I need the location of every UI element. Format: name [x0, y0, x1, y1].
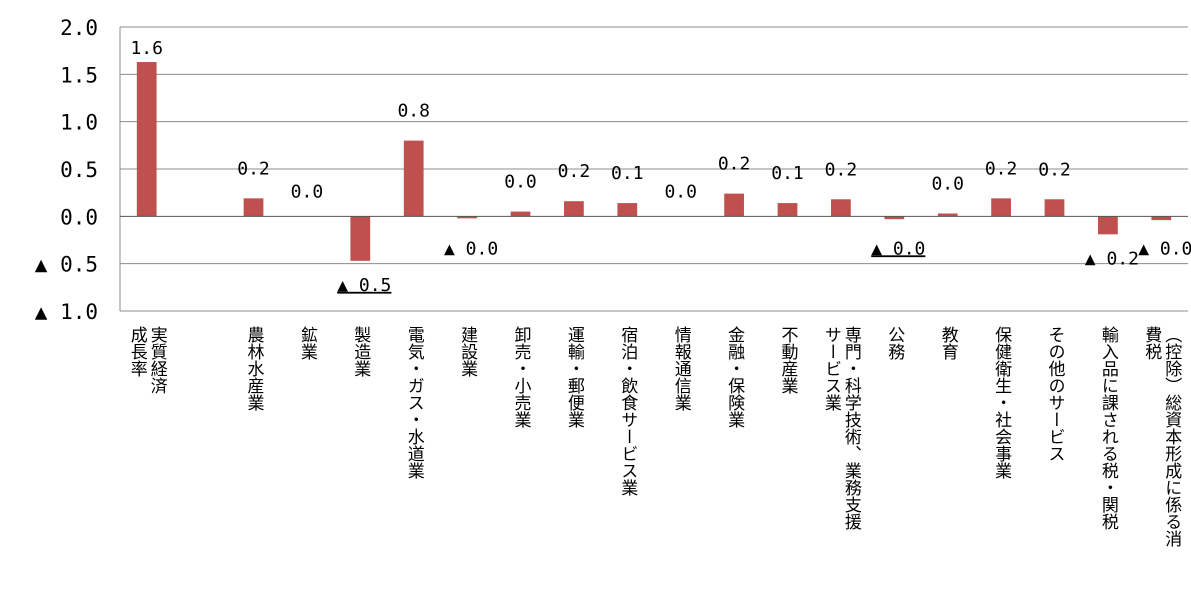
data-label: 0.2	[825, 159, 858, 180]
data-label: 0.2	[558, 161, 591, 182]
category-label: 情報通信業	[671, 326, 692, 411]
bar	[884, 216, 905, 220]
category-label-line: サービス業	[821, 326, 842, 411]
data-label: 0.0	[931, 173, 964, 194]
data-label: 0.0	[291, 181, 324, 202]
category-label-line: 費税	[1141, 326, 1162, 360]
data-label: ▲ 0.0	[871, 238, 925, 259]
category-label: 運輸・郵便業	[564, 326, 585, 428]
data-label: 0.1	[771, 163, 804, 184]
category-label: 教育	[938, 326, 959, 361]
category-label: 卸売・小売業	[511, 326, 532, 428]
data-label: 0.0	[664, 181, 697, 202]
y-tick-label: 1.5	[60, 63, 98, 87]
category-label-line: 農林水産業	[244, 326, 265, 411]
category-label-line: 金融・保険業	[724, 326, 745, 428]
bar	[1098, 216, 1118, 235]
category-label-line: 運輸・郵便業	[564, 326, 585, 428]
category-label-line: 実質経済	[147, 326, 168, 394]
category-label-line: 輸入品に課される税・関税	[1098, 326, 1119, 530]
category-label-line: 不動産業	[778, 326, 799, 394]
category-label-line: （控除）総資本形成に係る消	[1161, 326, 1182, 548]
y-tick-label: ▲ 0.5	[35, 253, 98, 277]
category-label: 電気・ガス・水道業	[404, 326, 425, 479]
bar	[724, 193, 744, 217]
bar	[937, 213, 958, 217]
data-label: 0.0	[504, 172, 537, 193]
y-tick-label: 1.0	[60, 111, 98, 135]
category-label-line: 卸売・小売業	[511, 326, 532, 428]
y-tick-label: 0.5	[60, 158, 98, 182]
category-label-line: 鉱業	[297, 326, 318, 360]
category-label: 製造業	[350, 326, 371, 377]
bar	[403, 140, 424, 217]
category-label-line: 電気・ガス・水道業	[404, 326, 425, 479]
bar	[457, 216, 477, 219]
category-label-line: その他のサービス	[1045, 326, 1066, 462]
bars	[136, 62, 1172, 261]
data-labels: 1.6 0.2 0.0 ▲ 0.5 0.8 ▲ 0.0 0.0 0.2 0.1 0.0 0.2 0.1…	[130, 38, 1191, 296]
category-label: 建設業	[457, 326, 478, 377]
bar	[136, 62, 157, 217]
bar	[1151, 216, 1172, 221]
category-label: 公務	[884, 326, 905, 361]
data-label: 0.2	[1038, 159, 1071, 180]
category-label-line: 公務	[884, 326, 905, 361]
data-label: ▲ 0.0	[444, 238, 498, 259]
bar	[1044, 199, 1065, 217]
category-label: 農林水産業	[244, 326, 265, 411]
category-label: 輸入品に課される税・関税	[1098, 326, 1119, 530]
y-tick-label: ▲ 1.0	[35, 300, 98, 324]
data-label: 0.8	[397, 101, 430, 122]
bar	[510, 211, 531, 217]
category-label-line: 製造業	[350, 326, 371, 377]
data-label: ▲ 0.2	[1085, 248, 1139, 269]
bar	[831, 199, 851, 217]
category-label: 保健衛生・社会事業	[991, 326, 1012, 479]
bar	[617, 203, 638, 217]
category-label-line: 教育	[938, 326, 959, 361]
category-label-line: 専門・科学技術、業務支援	[841, 326, 862, 531]
bar	[243, 198, 264, 217]
category-label: その他のサービス	[1045, 326, 1066, 462]
category-label-line: 建設業	[457, 326, 478, 377]
y-tick-label: 0.0	[60, 205, 98, 229]
category-label-line: 情報通信業	[671, 326, 692, 411]
category-label: 不動産業	[778, 326, 799, 394]
category-label: 金融・保険業	[724, 326, 745, 428]
data-label: 1.6	[130, 38, 163, 59]
data-label: ▲ 0.5	[337, 275, 391, 296]
data-label: 0.2	[718, 154, 751, 175]
category-label: 鉱業	[297, 326, 318, 360]
category-label: 宿泊・飲食サービス業	[617, 326, 638, 496]
bar	[564, 201, 584, 217]
data-label: 0.2	[237, 158, 270, 179]
data-label: 0.1	[611, 163, 644, 184]
gridlines	[120, 26, 1188, 312]
category-label-line: 宿泊・飲食サービス業	[617, 326, 638, 496]
axes	[119, 27, 1188, 311]
data-label: ▲ 0.0	[1138, 238, 1191, 259]
y-tick-label: 2.0	[60, 16, 98, 40]
bar	[991, 198, 1011, 217]
bar	[350, 216, 371, 261]
category-label-line: 保健衛生・社会事業	[991, 326, 1012, 479]
category-label-line: 成長率	[127, 326, 148, 377]
data-label: 0.2	[985, 158, 1018, 179]
y-axis-tick-labels: 2.0 1.5 1.0 0.5 0.0 ▲ 0.5 ▲ 1.0	[35, 16, 98, 324]
bar	[777, 203, 798, 217]
